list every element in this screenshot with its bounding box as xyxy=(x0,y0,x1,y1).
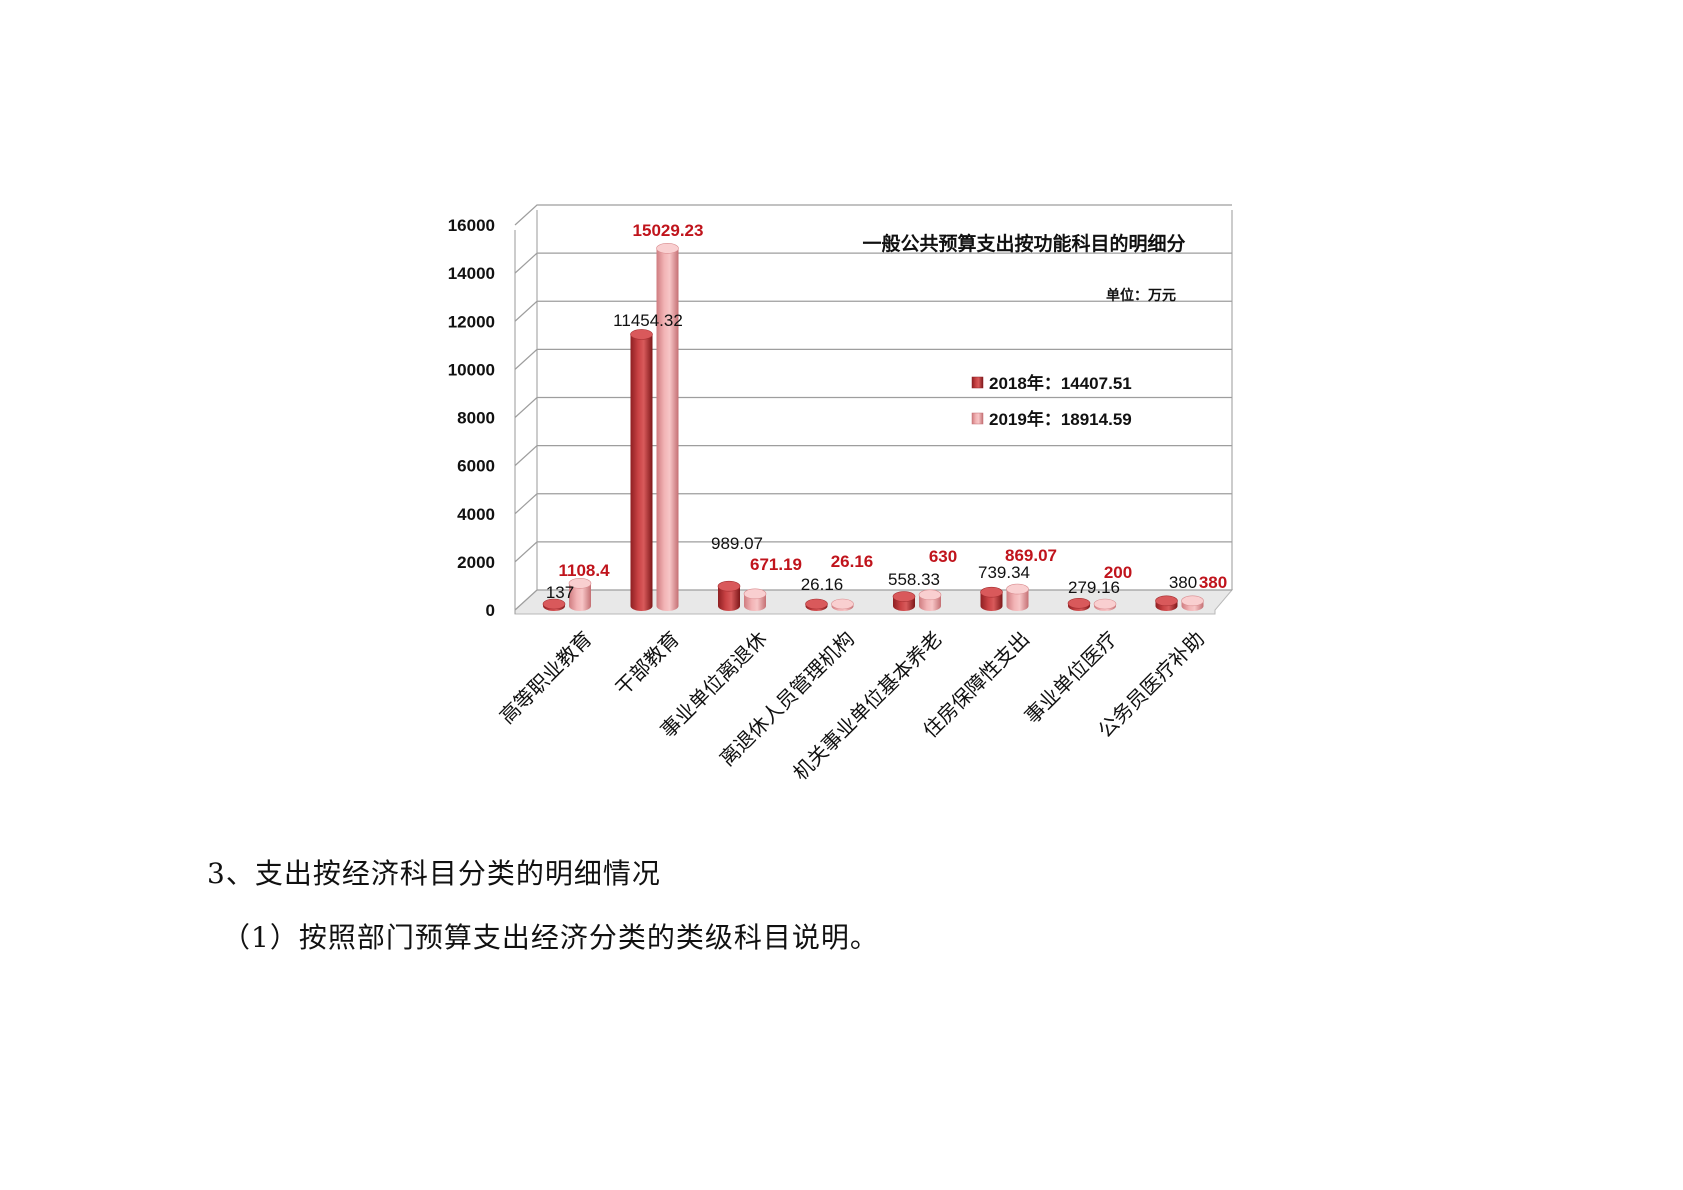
bar-2018-1 xyxy=(630,329,653,611)
bar-chart: 0 2000 4000 6000 8000 10000 12000 14000 16000 13… xyxy=(448,204,1234,785)
gridline xyxy=(514,300,1232,322)
data-label-2019-5: 869.07 xyxy=(1005,546,1057,565)
bar-2018-4 xyxy=(892,591,916,611)
bar-2019-6 xyxy=(1093,598,1117,611)
data-label-2019-4: 630 xyxy=(929,547,957,566)
data-label-2018-4: 558.33 xyxy=(888,570,940,589)
data-label-2019-0: 1108.4 xyxy=(558,561,610,580)
y-tick-label: 10000 xyxy=(448,360,495,379)
chart-frame xyxy=(514,210,1234,615)
legend-swatch-2018 xyxy=(971,376,984,389)
y-tick-label: 6000 xyxy=(457,457,495,476)
gridline xyxy=(514,204,1232,226)
gridline xyxy=(514,445,1232,467)
data-label-2019-2: 671.19 xyxy=(750,555,802,574)
bar-2019-2 xyxy=(743,588,767,611)
unit-label: 单位：万元 xyxy=(1106,287,1176,304)
bar-2019-3 xyxy=(831,598,854,611)
y-axis: 0 2000 4000 6000 8000 10000 12000 14000 16000 xyxy=(448,216,495,620)
y-tick-label: 12000 xyxy=(448,312,495,331)
bar-2019-5 xyxy=(1006,583,1029,611)
data-label-2018-2: 989.07 xyxy=(711,534,763,553)
data-label-2018-7: 380 xyxy=(1169,573,1197,592)
bar-2019-0 xyxy=(568,578,592,611)
data-label-2018-0: 137 xyxy=(546,583,574,602)
bar-2019-1 xyxy=(656,243,679,612)
bar-2018-3 xyxy=(805,598,828,611)
data-label-2019-6: 200 xyxy=(1104,563,1132,582)
gridline xyxy=(514,396,1232,418)
data-label-2018-5: 739.34 xyxy=(978,563,1030,582)
bar-2018-6 xyxy=(1067,597,1091,611)
legend-swatch-2019 xyxy=(971,412,984,425)
bars xyxy=(542,243,1204,612)
bar-2019-4 xyxy=(918,589,942,611)
bar-2018-7 xyxy=(1155,595,1178,611)
gridline xyxy=(514,493,1232,515)
bar-2018-0 xyxy=(542,598,566,611)
section-subheading: （1）按照部门预算支出经济分类的类级科目说明。 xyxy=(222,921,879,954)
data-label-2019-3: 26.16 xyxy=(831,552,874,571)
data-label-2019-7: 380 xyxy=(1199,573,1227,592)
gridline xyxy=(514,252,1232,274)
data-label-2018-1: 11454.32 xyxy=(613,311,683,330)
x-tick-label: 干部教育 xyxy=(610,627,684,701)
data-label-2019-1: 15029.23 xyxy=(633,221,704,240)
x-axis: 高等职业教育 干部教育事业单位离退休离退休人员管理机构机关事业单位基本养老住房保障… xyxy=(495,627,1209,785)
y-tick-label: 14000 xyxy=(448,264,495,283)
grid-lines xyxy=(514,204,1232,611)
bar-2018-2 xyxy=(717,580,741,611)
gridline xyxy=(514,541,1232,563)
y-tick-label: 16000 xyxy=(448,216,495,235)
gridline xyxy=(514,348,1232,370)
y-tick-label: 2000 xyxy=(457,553,495,572)
bar-2018-5 xyxy=(980,586,1003,611)
legend-label-2018: 2018年：14407.51 xyxy=(989,373,1132,393)
y-tick-label: 4000 xyxy=(457,505,495,524)
x-tick-label: 机关事业单位基本养老 xyxy=(788,627,946,785)
chart-title: 一般公共预算支出按功能科目的明细分 xyxy=(862,232,1185,255)
data-label-2018-6: 279.16 xyxy=(1068,578,1120,597)
section-heading: 3、支出按经济科目分类的明细情况 xyxy=(207,857,661,890)
data-label-2018-3: 26.16 xyxy=(801,575,844,594)
legend: 2018年：14407.51 2019年：18914.59 xyxy=(971,373,1132,429)
y-tick-label: 0 xyxy=(486,601,495,620)
legend-label-2019: 2019年：18914.59 xyxy=(989,409,1132,429)
y-tick-label: 8000 xyxy=(457,409,495,428)
data-labels: 1371108.411454.3215029.23989.07671.1926.… xyxy=(546,221,1227,602)
x-tick-label: 高等职业教育 xyxy=(495,627,597,729)
bar-2019-7 xyxy=(1181,595,1204,611)
